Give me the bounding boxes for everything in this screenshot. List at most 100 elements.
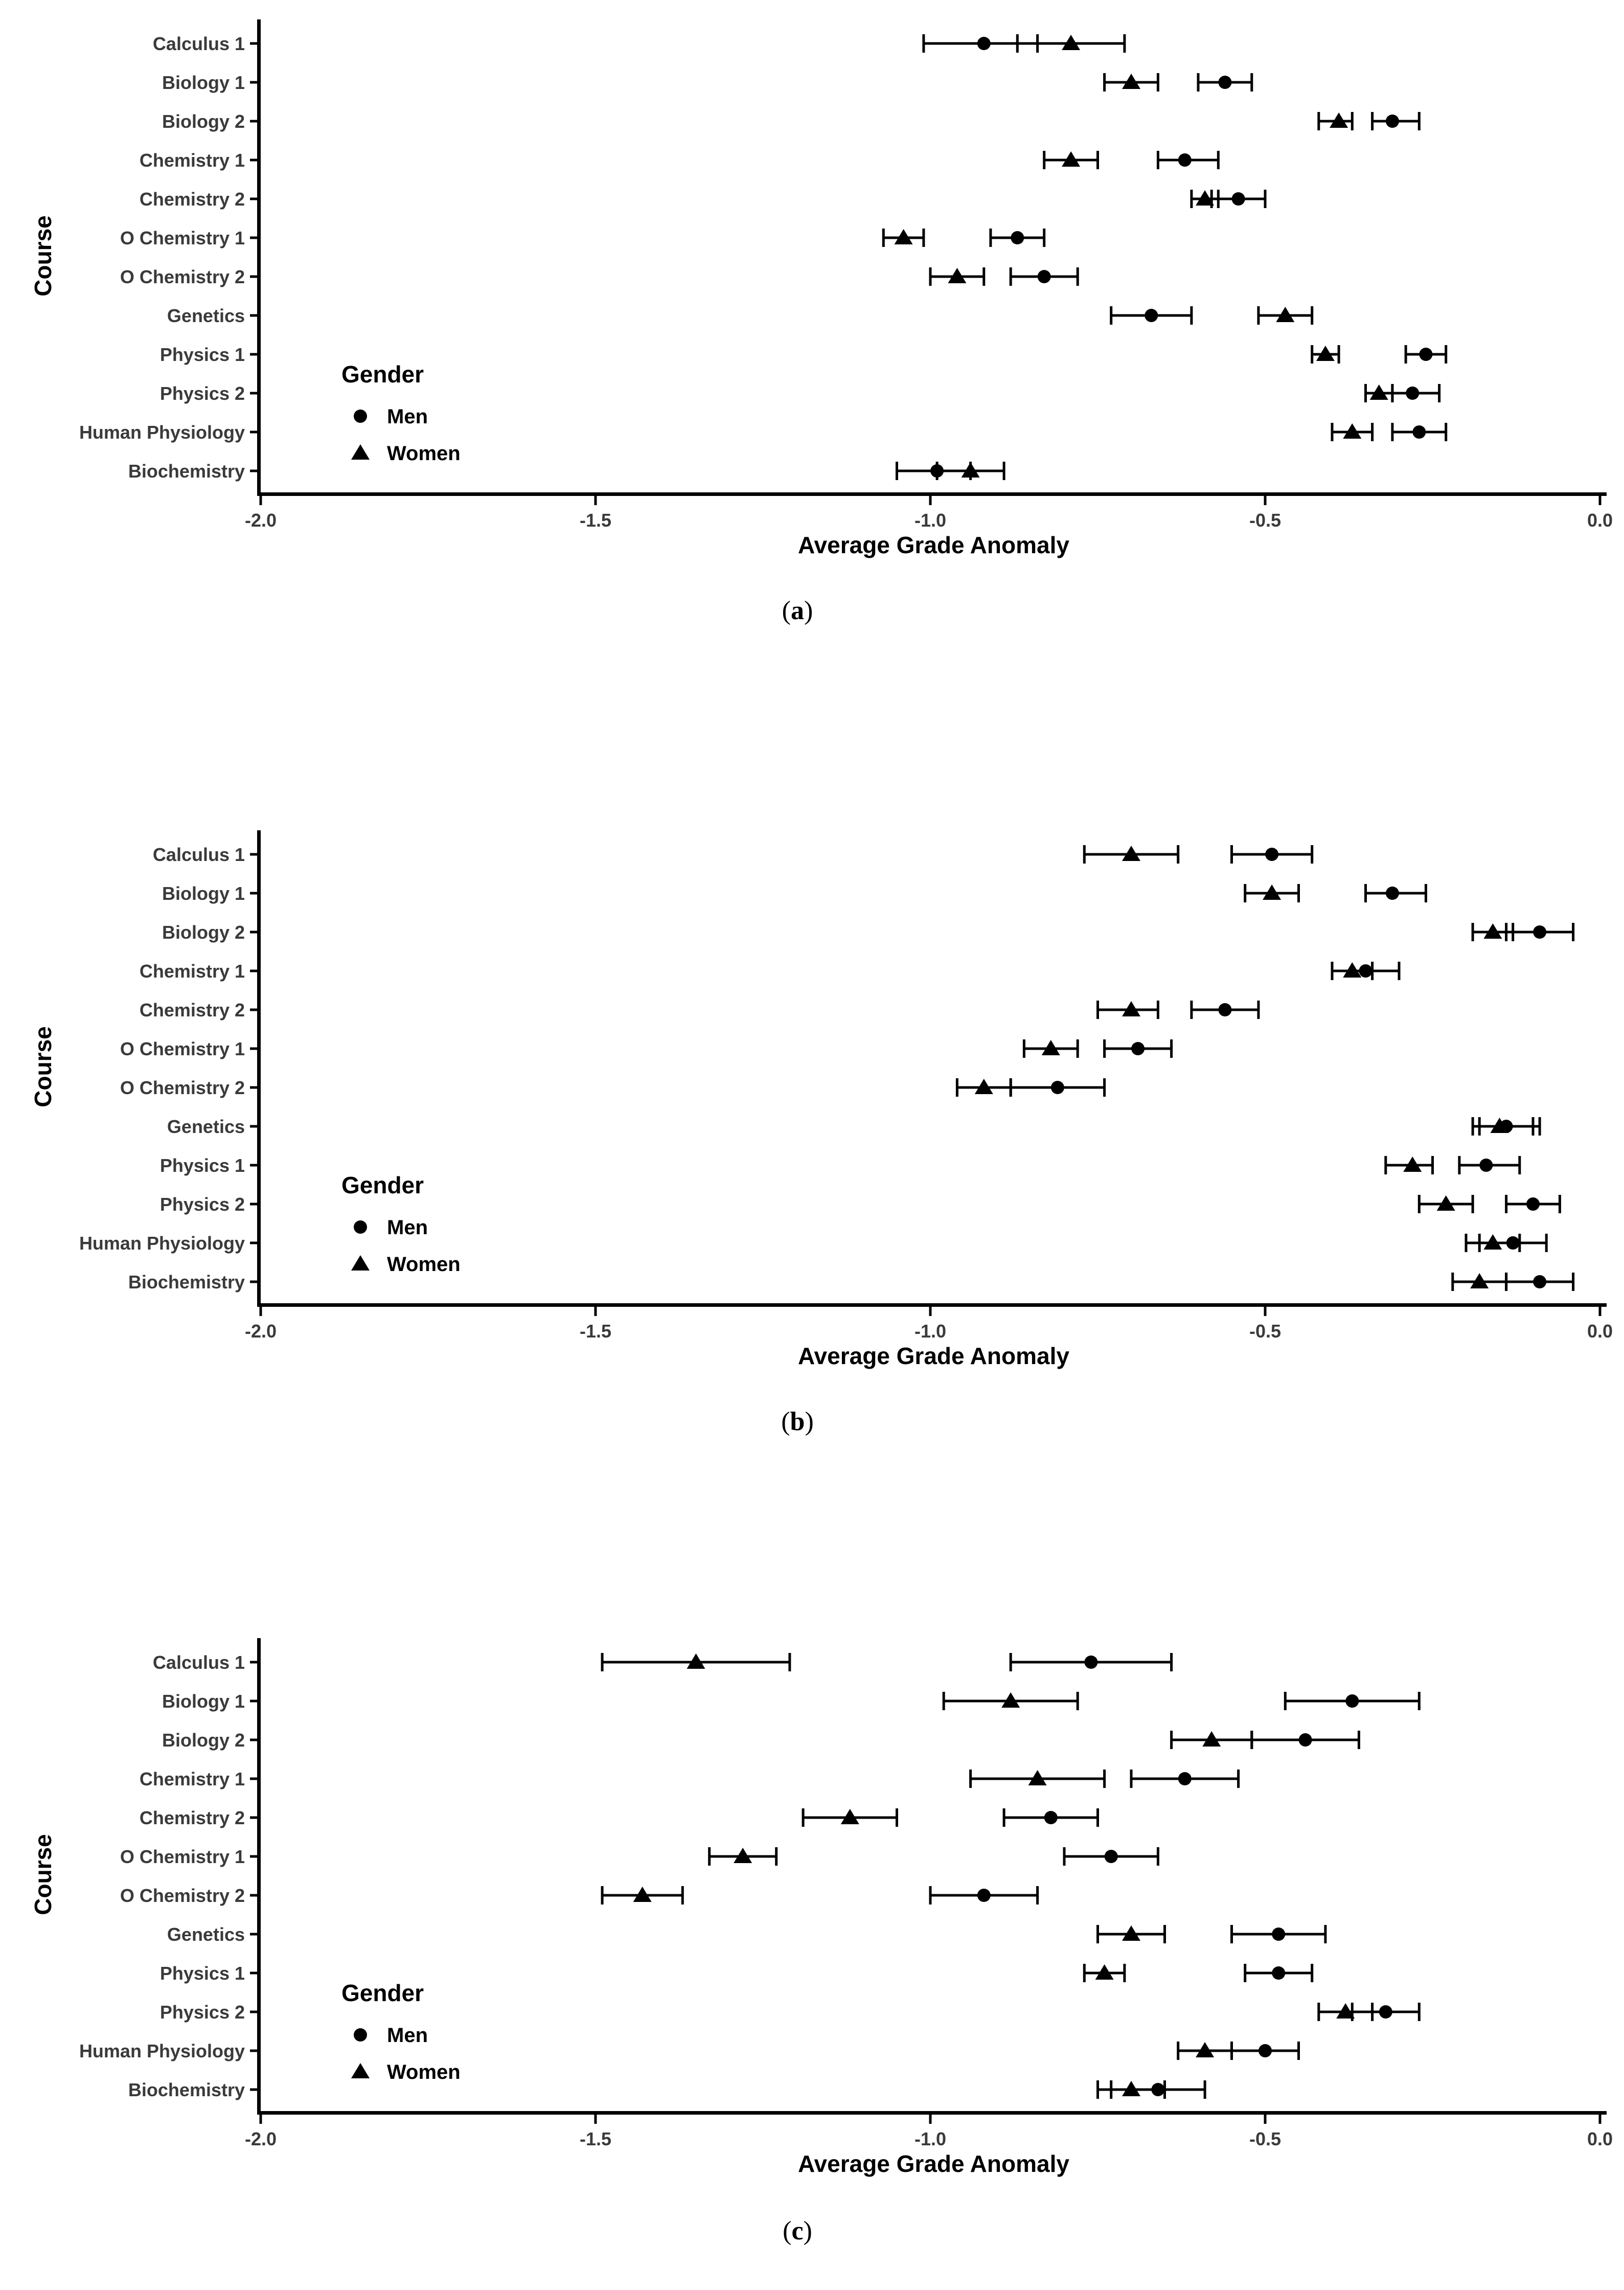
men-circle-marker [1044, 1811, 1058, 1824]
error-bar-cap-high [1163, 2080, 1166, 2099]
error-bar-cap-high [1572, 1273, 1575, 1291]
women-triangle-marker [1316, 346, 1335, 361]
men-circle-marker [1037, 270, 1051, 283]
y-tick [250, 314, 257, 317]
y-tick [250, 1816, 257, 1819]
x-tick-label: -1.0 [914, 2128, 946, 2149]
error-bar-cap-high [1398, 962, 1401, 980]
error-bar-cap-high [1217, 151, 1220, 169]
error-bar-cap-high [1170, 1039, 1173, 1058]
women-triangle-marker [1095, 1964, 1114, 1980]
error-bar-cap-high [1190, 306, 1193, 325]
error-bar-cap-low [1284, 1692, 1287, 1710]
error-bar-cap-high [1264, 190, 1267, 208]
error-bar-cap-high [982, 267, 986, 286]
error-bar-cap-low [1063, 1847, 1066, 1866]
women-triangle-marker [1369, 384, 1388, 400]
women-triangle-marker [1001, 1692, 1020, 1708]
women-triangle-marker [948, 268, 967, 283]
x-tick-label: -2.0 [245, 510, 277, 531]
men-circle-marker [1298, 1733, 1312, 1747]
y-tick-label: Biology 1 [162, 72, 245, 93]
men-circle-marker [1359, 964, 1373, 978]
error-bar-cap-high [1156, 1001, 1159, 1019]
error-bar-cap-low [989, 229, 992, 247]
y-tick-label: Calculus 1 [153, 1652, 245, 1673]
y-tick [250, 1661, 257, 1664]
x-tick [259, 2115, 262, 2124]
error-bar-cap-high [1163, 1925, 1166, 1943]
x-tick [594, 496, 597, 505]
y-tick-label: O Chemistry 1 [120, 1846, 245, 1867]
error-bar-cap-low [1009, 267, 1012, 286]
men-circle-marker [1345, 1694, 1359, 1708]
error-bar-cap-high [1096, 1808, 1099, 1827]
error-bar-cap-low [1417, 1195, 1421, 1213]
error-bar-cap-high [1311, 1964, 1314, 1982]
y-tick-label: O Chemistry 1 [120, 228, 245, 248]
error-bar-cap-high [681, 1886, 684, 1904]
men-circle-marker [1533, 925, 1547, 939]
caption-a-letter: a [791, 596, 804, 625]
y-tick [250, 1241, 257, 1244]
legend-title: Gender [341, 361, 424, 388]
error-bar-cap-low [1391, 423, 1394, 441]
error-bar-cap-high [1351, 112, 1354, 130]
caption-a: (a) [0, 596, 1595, 626]
y-tick-label: Biochemistry [128, 2079, 245, 2100]
error-bar-cap-high [1417, 112, 1421, 130]
men-circle-marker [1145, 309, 1158, 322]
y-tick [250, 853, 257, 856]
error-bar-cap-low [1317, 112, 1320, 130]
error-bar-cap-high [1471, 1195, 1474, 1213]
caption-a-close-paren: ) [804, 596, 813, 625]
y-tick-label: O Chemistry 1 [120, 1038, 245, 1059]
caption-c-close-paren: ) [803, 2216, 812, 2246]
error-bar-cap-low [969, 1770, 972, 1788]
x-tick-label: -2.0 [245, 1321, 277, 1342]
caption-b: (b) [0, 1407, 1595, 1437]
error-bar-cap-low [1257, 306, 1260, 325]
women-triangle-marker [1122, 74, 1140, 89]
y-tick [250, 1008, 257, 1011]
y-tick [250, 1971, 257, 1975]
x-tick-label: -2.0 [245, 2128, 277, 2149]
men-circle-marker [1178, 153, 1192, 167]
error-bar-cap-low [1110, 306, 1113, 325]
x-tick-label: -1.5 [580, 1321, 611, 1342]
error-bar-cap-low [1197, 73, 1200, 92]
y-tick [250, 430, 257, 434]
error-bar-cap-low [1364, 384, 1367, 402]
x-tick-label: -0.5 [1249, 510, 1281, 531]
error-bar-cap-high [1391, 384, 1394, 402]
y-axis-line [257, 1638, 261, 2115]
y-tick-label: Chemistry 1 [140, 1768, 245, 1789]
error-bar-cap-low [1009, 1653, 1012, 1671]
x-tick-label: -1.0 [914, 510, 946, 531]
error-bar-cap-high [1371, 2003, 1374, 2021]
error-bar-cap-high [788, 1653, 791, 1671]
error-bar-cap-high [1545, 1234, 1548, 1252]
error-bar-cap-low [1331, 423, 1334, 441]
error-bar-cap-high [1297, 884, 1300, 902]
x-tick [929, 1307, 932, 1316]
women-triangle-marker [1483, 1234, 1502, 1250]
error-bar-cap-high [1230, 2042, 1233, 2060]
y-tick [250, 931, 257, 934]
y-tick [250, 1933, 257, 1936]
error-bar-cap-high [922, 229, 925, 247]
women-triangle-marker [961, 462, 980, 478]
y-tick-label: Biology 1 [162, 883, 245, 904]
error-bar-cap-high [1076, 267, 1079, 286]
error-bar-cap-high [1123, 34, 1126, 53]
legend-label: Men [387, 1216, 428, 1239]
y-tick-label: Physics 1 [160, 1155, 245, 1176]
y-tick-label: Biology 2 [162, 922, 245, 943]
y-tick [250, 275, 257, 278]
error-bar-cap-high [1531, 1117, 1535, 1136]
error-bar-cap-low [1177, 2042, 1180, 2060]
error-bar-cap-high [1337, 345, 1340, 364]
women-triangle-marker [840, 1809, 859, 1824]
y-tick-label: O Chemistry 2 [120, 266, 245, 287]
x-axis-line [257, 2111, 1607, 2115]
